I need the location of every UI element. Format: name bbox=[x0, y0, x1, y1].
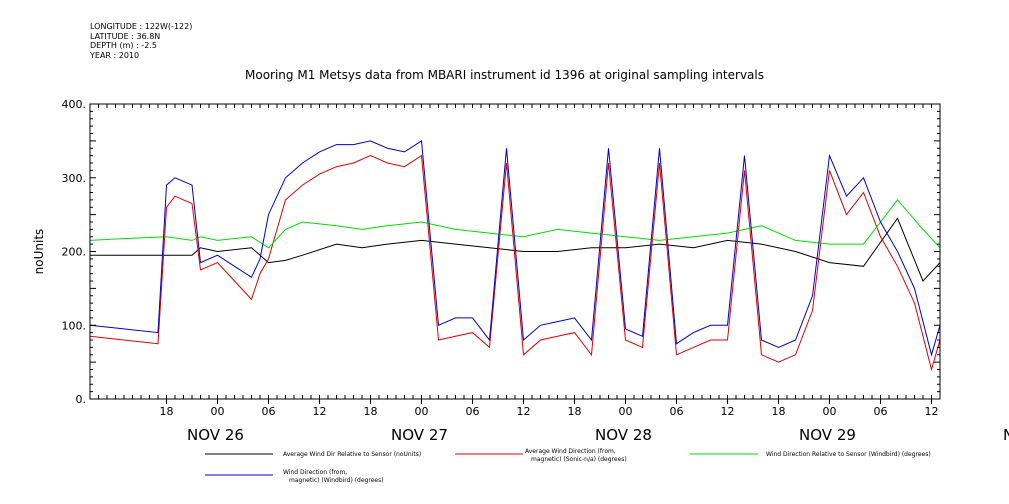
legend-label-3: Wind Direction Relative to Sensor (Windb… bbox=[766, 451, 931, 458]
legend-label-1: Average Wind Dir Relative to Sensor (noU… bbox=[283, 451, 421, 458]
mooring-metadata: LONGITUDE : 122W(-122) LATITUDE : 36.8N … bbox=[90, 22, 192, 60]
x-hour-label: 12 bbox=[517, 405, 531, 418]
x-day-label: NOV 26 bbox=[187, 426, 244, 444]
series-line-1 bbox=[90, 217, 941, 282]
y-axis-label: noUnits bbox=[32, 229, 46, 275]
series-line-4 bbox=[89, 140, 941, 357]
y-tick-label: 400. bbox=[62, 98, 87, 111]
x-hour-label: 00 bbox=[211, 405, 225, 418]
meta-depth: DEPTH (m) : -2.5 bbox=[90, 41, 157, 50]
y-tick-label: 300. bbox=[62, 172, 87, 185]
y-tick-label: 100. bbox=[62, 319, 87, 332]
meta-longitude: LONGITUDE : 122W(-122) bbox=[90, 22, 193, 31]
y-tick-label: 0. bbox=[76, 393, 87, 406]
x-hour-label: 06 bbox=[874, 405, 888, 418]
chart-title: Mooring M1 Metsys data from MBARI instru… bbox=[245, 68, 764, 82]
x-hour-label: 18 bbox=[568, 405, 582, 418]
legend: Average Wind Dir Relative to Sensor (noU… bbox=[205, 448, 931, 484]
x-hour-label: 12 bbox=[925, 405, 939, 418]
x-hour-label: 18 bbox=[160, 405, 174, 418]
series-layer bbox=[89, 140, 941, 372]
x-hour-label: 06 bbox=[670, 405, 684, 418]
x-hour-label: 12 bbox=[721, 405, 735, 418]
legend-label-2: Average Wind Direction (from, magnetic) (… bbox=[525, 448, 627, 463]
axes-layer: 18 00 06 12 18 00 06 12 18 00 06 12 18 00 06 12 NOV 26 NO… bbox=[32, 98, 1009, 444]
series-line-3 bbox=[89, 199, 941, 249]
y-tick-label: 200. bbox=[62, 246, 87, 259]
x-hour-label: 00 bbox=[823, 405, 837, 418]
meta-latitude: LATITUDE : 36.8N bbox=[90, 31, 161, 41]
x-hour-label: 18 bbox=[772, 405, 786, 418]
legend-label-4: Wind Direction (from, magnetic) (Windbird… bbox=[283, 469, 384, 484]
x-hour-label: 18 bbox=[364, 405, 378, 418]
x-day-label: NOV 28 bbox=[595, 426, 652, 444]
series-line-2 bbox=[89, 154, 941, 372]
x-hour-label: 00 bbox=[619, 405, 633, 418]
x-hour-label: 12 bbox=[313, 405, 327, 418]
meta-year: YEAR : 2010 bbox=[90, 50, 140, 60]
x-hour-label: 00 bbox=[415, 405, 429, 418]
x-hour-label: 06 bbox=[466, 405, 480, 418]
x-day-label: NOV 29 bbox=[799, 426, 856, 444]
x-day-label: NOV 30 bbox=[1003, 426, 1009, 444]
x-day-label: NOV 27 bbox=[391, 426, 448, 444]
x-hour-label: 06 bbox=[262, 405, 276, 418]
